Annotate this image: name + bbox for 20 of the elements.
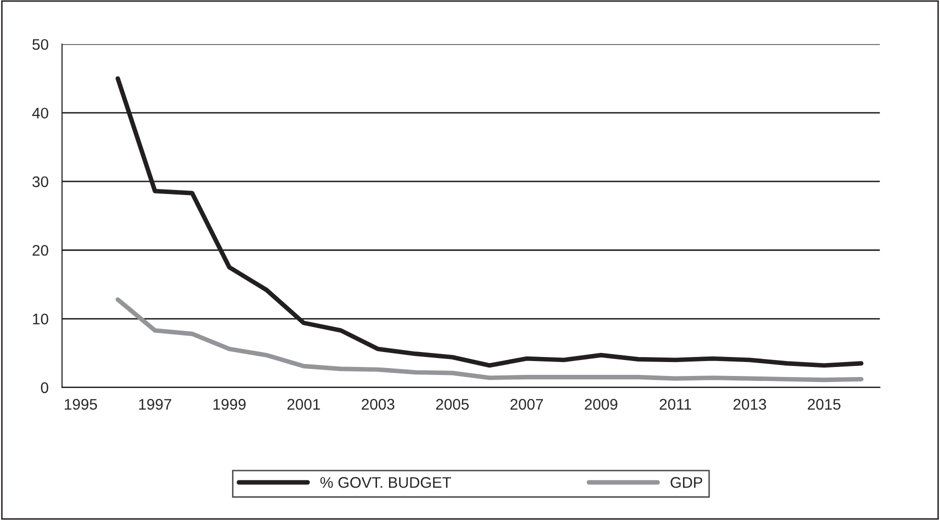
x-tick-label: 2005 — [436, 398, 469, 410]
x-tick-label: 2013 — [734, 398, 766, 410]
y-tick-label: 20 — [32, 244, 48, 256]
x-tick-label: 2015 — [808, 398, 840, 410]
y-tick-label: 0 — [40, 382, 48, 394]
x-tick-label: 1999 — [213, 398, 246, 410]
line-series — [116, 297, 864, 382]
x-tick-label: 2003 — [362, 398, 394, 410]
y-tick-label: 50 — [32, 39, 48, 50]
x-tick-label: 1995 — [64, 398, 97, 410]
x-tick-label: 2009 — [584, 398, 618, 410]
legend-label: % GOVT. BUDGET — [320, 477, 452, 488]
y-tick-label: 40 — [32, 108, 48, 119]
y-tick-label: 30 — [32, 176, 48, 188]
x-tick-label: 2001 — [287, 398, 320, 410]
x-tick-label: 2007 — [510, 398, 543, 410]
legend-label: GDP — [670, 477, 702, 488]
y-tick-label: 10 — [33, 314, 48, 324]
x-tick-label: 2011 — [660, 398, 692, 410]
x-tick-label: 1997 — [139, 398, 172, 410]
